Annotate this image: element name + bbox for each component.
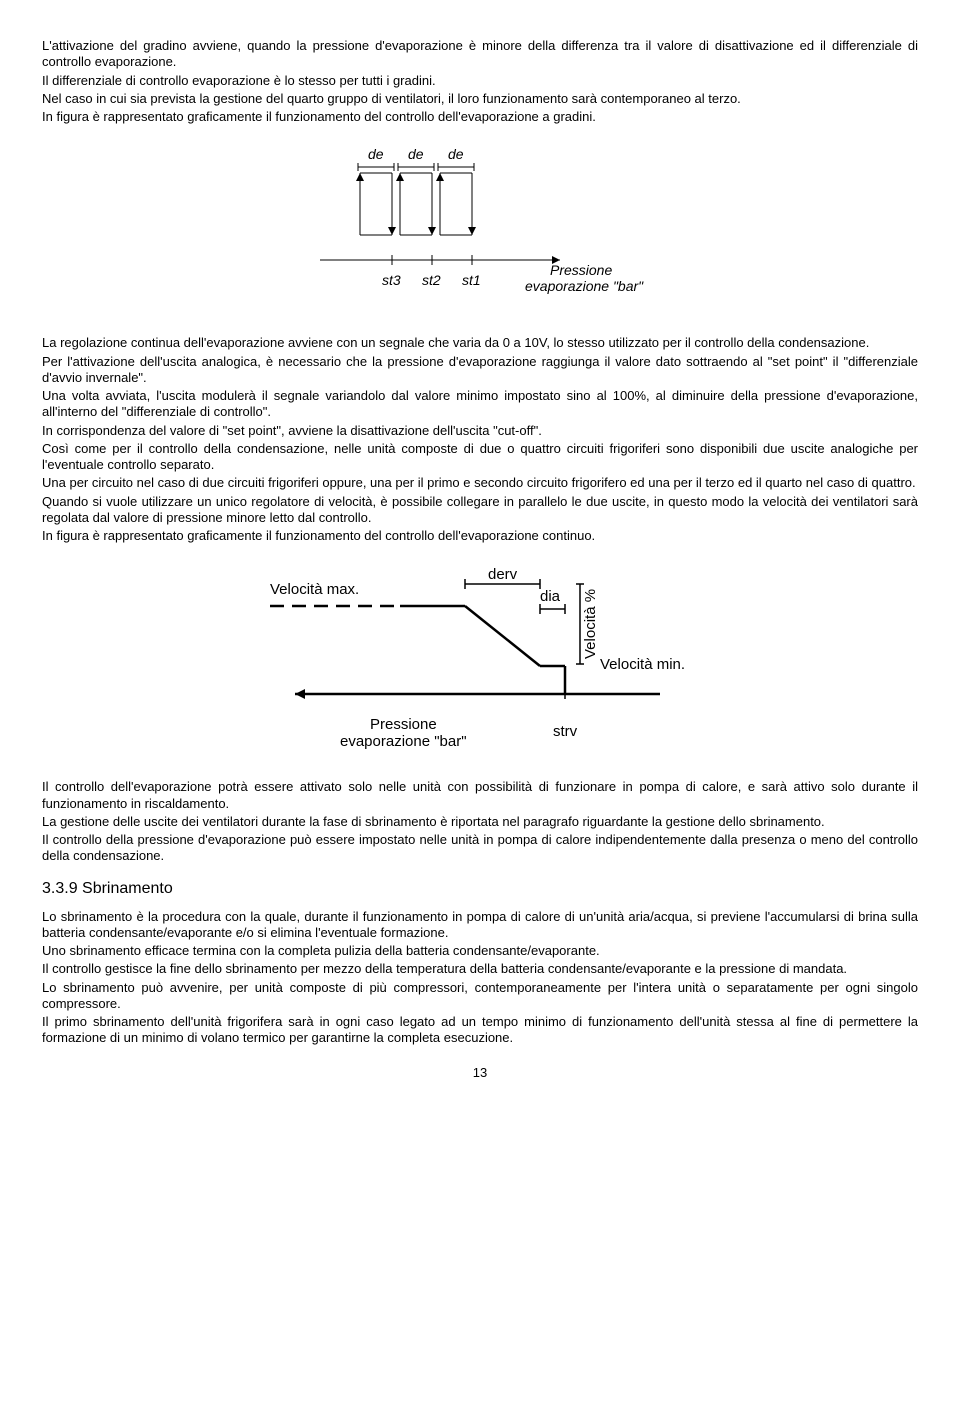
paragraph: Lo sbrinamento è la procedura con la qua… bbox=[42, 909, 918, 942]
vel-max-label: Velocità max. bbox=[270, 581, 359, 598]
axis-label-2: evaporazione "bar" bbox=[525, 278, 644, 294]
paragraph: In figura è rappresentato graficamente i… bbox=[42, 109, 918, 125]
de-label: de bbox=[408, 146, 424, 162]
paragraph: Per l'attivazione dell'uscita analogica,… bbox=[42, 354, 918, 387]
page-number: 13 bbox=[42, 1065, 918, 1081]
paragraph: Il primo sbrinamento dell'unità frigorif… bbox=[42, 1014, 918, 1047]
paragraph: Il differenziale di controllo evaporazio… bbox=[42, 73, 918, 89]
strv-label: strv bbox=[553, 723, 578, 740]
paragraph: In figura è rappresentato graficamente i… bbox=[42, 528, 918, 544]
st1-label: st1 bbox=[462, 272, 481, 288]
de-label: de bbox=[448, 146, 464, 162]
velocita-pct-label: Velocità % bbox=[582, 589, 599, 659]
paragraph: Il controllo della pressione d'evaporazi… bbox=[42, 832, 918, 865]
de-label: de bbox=[368, 146, 384, 162]
paragraph: Nel caso in cui sia prevista la gestione… bbox=[42, 91, 918, 107]
paragraph: L'attivazione del gradino avviene, quand… bbox=[42, 38, 918, 71]
paragraph: Quando si vuole utilizzare un unico rego… bbox=[42, 494, 918, 527]
paragraph: Una volta avviata, l'uscita modulerà il … bbox=[42, 388, 918, 421]
vel-min-label: Velocità min. bbox=[600, 656, 685, 673]
paragraph: Il controllo dell'evaporazione potrà ess… bbox=[42, 779, 918, 812]
step-control-diagram: de de de bbox=[260, 145, 700, 315]
paragraph: Una per circuito nel caso di due circuit… bbox=[42, 475, 918, 491]
paragraph: La regolazione continua dell'evaporazion… bbox=[42, 335, 918, 351]
pressione-label-1: Pressione bbox=[370, 716, 437, 733]
paragraph: Il controllo gestisce la fine dello sbri… bbox=[42, 961, 918, 977]
st2-label: st2 bbox=[422, 272, 441, 288]
continuous-control-diagram: Velocità max. derv dia Velocità % Veloci… bbox=[240, 564, 720, 759]
derv-label: derv bbox=[488, 566, 518, 583]
dia-label: dia bbox=[540, 588, 561, 605]
paragraph: In corrispondenza del valore di "set poi… bbox=[42, 423, 918, 439]
pressione-label-2: evaporazione "bar" bbox=[340, 733, 467, 750]
paragraph: Lo sbrinamento può avvenire, per unità c… bbox=[42, 980, 918, 1013]
section-heading: 3.3.9 Sbrinamento bbox=[42, 879, 918, 899]
paragraph: Uno sbrinamento efficace termina con la … bbox=[42, 943, 918, 959]
paragraph: La gestione delle uscite dei ventilatori… bbox=[42, 814, 918, 830]
axis-label-1: Pressione bbox=[550, 262, 612, 278]
paragraph: Così come per il controllo della condens… bbox=[42, 441, 918, 474]
st3-label: st3 bbox=[382, 272, 401, 288]
